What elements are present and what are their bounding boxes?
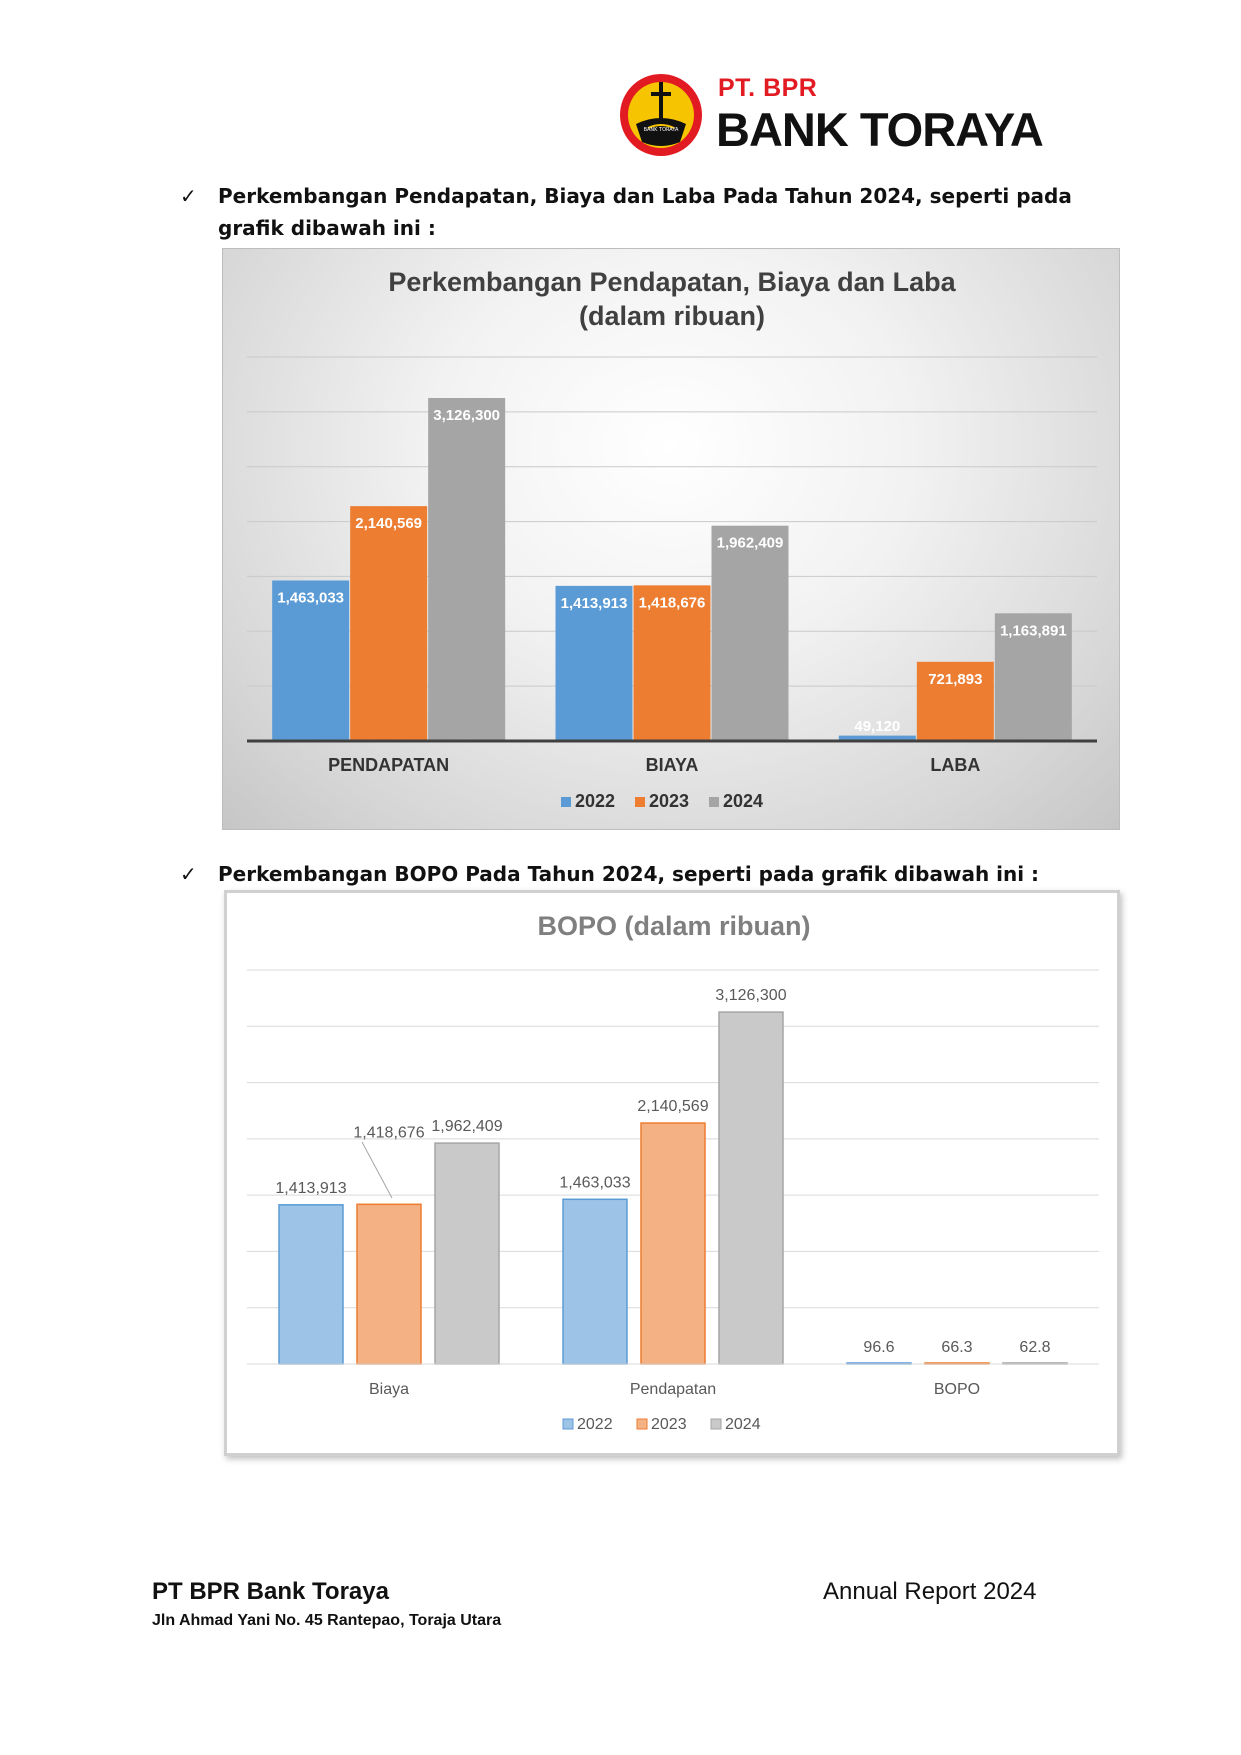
legend-label: 2022 bbox=[577, 1416, 613, 1433]
category-label: PENDAPATAN bbox=[328, 755, 449, 775]
bar-2023-pendapatan bbox=[640, 1122, 706, 1365]
category-label: BIAYA bbox=[646, 755, 699, 775]
bar-2024-pendapatan bbox=[428, 398, 506, 741]
category-label: BOPO bbox=[934, 1381, 980, 1398]
section-heading-text: Perkembangan BOPO Pada Tahun 2024, seper… bbox=[218, 862, 1040, 886]
legend-swatch-2023 bbox=[636, 1418, 648, 1430]
logo-prefix: PT. BPR bbox=[718, 74, 818, 102]
chart-title: BOPO (dalam ribuan) bbox=[537, 911, 810, 941]
bar-2022-biaya bbox=[278, 1204, 344, 1365]
logo-name: BANK TORAYA bbox=[716, 103, 1044, 156]
bar-2024-biaya bbox=[711, 525, 789, 741]
bar-2022-pendapatan bbox=[272, 580, 350, 741]
bar-2022-biaya bbox=[555, 585, 633, 741]
data-label: 1,418,676 bbox=[639, 594, 706, 611]
section-heading-text: Perkembangan Pendapatan, Biaya dan Laba … bbox=[218, 184, 1072, 240]
chart-canvas: BOPO (dalam ribuan) 1,413,913 1,418,676 1,9… bbox=[247, 911, 1099, 1433]
check-icon: ✓ bbox=[180, 184, 197, 208]
data-label: 1,463,033 bbox=[559, 1174, 630, 1191]
section-heading-bopo: ✓ Perkembangan BOPO Pada Tahun 2024, sep… bbox=[180, 858, 1100, 892]
bar-2024-pendapatan bbox=[718, 1011, 784, 1365]
footer-report-title: Annual Report 2024 bbox=[823, 1578, 1037, 1605]
chart-canvas: Perkembangan Pendapatan, Biaya dan Laba (… bbox=[247, 267, 1097, 811]
bar-2023-laba bbox=[916, 661, 994, 741]
data-label: 3,126,300 bbox=[433, 407, 500, 424]
label-leader-line bbox=[361, 1141, 393, 1199]
legend-swatch-2023 bbox=[635, 797, 645, 807]
data-label: 1,163,891 bbox=[1000, 622, 1067, 639]
footer-address: Jln Ahmad Yani No. 45 Rantepao, Toraja U… bbox=[152, 1612, 502, 1629]
legend-swatch-2022 bbox=[561, 797, 571, 807]
svg-text:BANK TORAYA: BANK TORAYA bbox=[644, 127, 679, 133]
data-label: 66.3 bbox=[941, 1339, 972, 1356]
income-expense-profit-chart: Perkembangan Pendapatan, Biaya dan Laba (… bbox=[222, 248, 1120, 830]
legend-label: 2024 bbox=[723, 791, 763, 811]
category-label: Biaya bbox=[369, 1381, 409, 1398]
legend-swatch-2024 bbox=[709, 797, 719, 807]
legend-label: 2023 bbox=[649, 791, 689, 811]
company-logo: BANK TORAYA PT. BPR BANK TORAYA bbox=[618, 72, 1058, 162]
data-label: 721,893 bbox=[928, 671, 982, 688]
footer-company: PT BPR Bank Toraya bbox=[152, 1578, 389, 1605]
data-label: 1,413,913 bbox=[561, 595, 628, 612]
category-label: Pendapatan bbox=[630, 1381, 716, 1398]
data-label: 1,463,033 bbox=[277, 589, 344, 606]
data-label: 1,413,913 bbox=[275, 1180, 346, 1197]
section-heading-income: ✓ Perkembangan Pendapatan, Biaya dan Lab… bbox=[180, 180, 1100, 246]
data-label: 62.8 bbox=[1019, 1339, 1050, 1356]
data-label: 1,962,409 bbox=[717, 535, 784, 552]
bank-emblem-icon: BANK TORAYA bbox=[620, 74, 702, 156]
category-label: LABA bbox=[930, 755, 980, 775]
data-label: 96.6 bbox=[863, 1339, 894, 1356]
data-label: 3,126,300 bbox=[715, 987, 786, 1004]
bopo-chart: BOPO (dalam ribuan) 1,413,913 1,418,676 1,9… bbox=[224, 890, 1120, 1456]
bar-2022-pendapatan bbox=[562, 1198, 628, 1365]
data-label: 1,418,676 bbox=[353, 1124, 424, 1141]
chart-subtitle: (dalam ribuan) bbox=[579, 301, 765, 331]
bar-2023-biaya bbox=[356, 1203, 422, 1365]
bar-2022-laba bbox=[838, 735, 916, 741]
legend-swatch-2022 bbox=[562, 1418, 574, 1430]
data-label: 2,140,569 bbox=[355, 515, 422, 532]
legend-swatch-2024 bbox=[710, 1418, 722, 1430]
data-label: 49,120 bbox=[854, 718, 900, 735]
chart-title: Perkembangan Pendapatan, Biaya dan Laba bbox=[388, 267, 956, 297]
bar-2024-biaya bbox=[434, 1142, 500, 1365]
bar-2023-biaya bbox=[633, 585, 711, 741]
data-label: 1,962,409 bbox=[431, 1118, 502, 1135]
legend-label: 2024 bbox=[725, 1416, 761, 1433]
check-icon: ✓ bbox=[180, 862, 197, 886]
bar-2024-laba bbox=[994, 613, 1072, 741]
legend-label: 2022 bbox=[575, 791, 615, 811]
legend-label: 2023 bbox=[651, 1416, 687, 1433]
bar-2023-pendapatan bbox=[350, 506, 428, 741]
data-label: 2,140,569 bbox=[637, 1098, 708, 1115]
